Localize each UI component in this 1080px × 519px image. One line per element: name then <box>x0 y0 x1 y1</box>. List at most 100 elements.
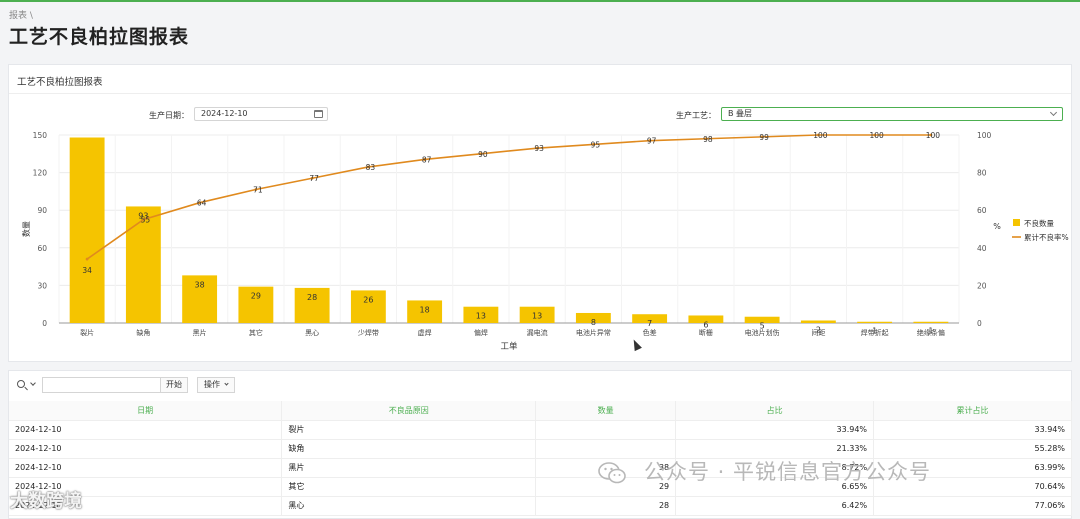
chevron-down-icon <box>1049 108 1058 117</box>
bar <box>857 321 893 323</box>
date-input[interactable]: 2024-12-10 <box>194 107 328 121</box>
bar <box>800 320 836 323</box>
cumulative-line <box>86 134 931 260</box>
bar <box>519 306 555 323</box>
table-row[interactable]: 2024-12-10 裂片 33.94% 33.94% <box>9 420 1072 440</box>
calendar-icon[interactable] <box>314 110 323 118</box>
col-header-ratio[interactable]: 占比 <box>675 401 875 421</box>
line-data-label: 93 <box>534 144 544 153</box>
legend-bar-swatch <box>1013 219 1020 226</box>
x-tick-label: 电池片异常 <box>576 328 611 337</box>
bar <box>238 286 274 323</box>
wechat-logo-icon <box>598 462 626 484</box>
x-tick-label: 裂片 <box>80 328 94 337</box>
table-row[interactable]: 2024-12-10 其它 29 6.65% 70.64% <box>9 477 1072 497</box>
cell-qty: 38 <box>535 458 677 478</box>
x-tick-label: 断栅 <box>699 328 713 337</box>
cell-date: 2024-12-10 <box>9 477 283 497</box>
bar <box>744 316 780 323</box>
bar-data-label: 7 <box>647 319 652 328</box>
divider <box>9 93 1071 94</box>
col-header-reason[interactable]: 不良品原因 <box>281 401 537 421</box>
x-tick-label: 色差 <box>643 328 657 337</box>
line-point <box>704 137 708 141</box>
bar <box>913 321 949 323</box>
bar-data-label: 13 <box>532 312 542 321</box>
bar <box>463 306 499 323</box>
cell-qty: 28 <box>535 496 677 516</box>
page-title: 工艺不良柏拉图报表 <box>9 26 190 48</box>
line-data-label: 100 <box>869 131 884 140</box>
table-row[interactable]: 2024-12-10 黑心 28 6.42% 77.06% <box>9 496 1072 516</box>
bar <box>350 290 386 323</box>
x-tick-label: 少焊带 <box>358 328 379 337</box>
start-button[interactable]: 开始 <box>160 377 188 393</box>
col-header-qty[interactable]: 数量 <box>535 401 677 421</box>
process-select[interactable]: B 叠层 <box>721 107 1063 121</box>
table-header-row: 日期 不良品原因 数量 占比 累计占比 <box>9 401 1072 421</box>
process-value: B 叠层 <box>728 109 753 118</box>
chart-card: 工艺不良柏拉图报表 生产日期： 2024-12-10 生产工艺： B 叠层 0 3… <box>8 64 1072 362</box>
x-tick-label: 焊带折起 <box>861 328 889 337</box>
table-row[interactable]: 2024-12-10 黑片 38 8.72% 63.99% <box>9 458 1072 478</box>
col-header-date[interactable]: 日期 <box>9 401 283 421</box>
x-tick-label: 缺角 <box>136 328 150 337</box>
bar <box>575 312 611 323</box>
line-point <box>873 133 877 137</box>
bar <box>69 137 105 323</box>
line-point <box>366 165 370 169</box>
cell-reason: 缺角 <box>281 439 537 459</box>
cell-ratio: 6.65% <box>675 477 875 497</box>
x-tick-label: 虚焊 <box>418 328 432 337</box>
line-data-label: 71 <box>253 186 263 195</box>
bar <box>407 300 443 323</box>
chart-card-title: 工艺不良柏拉图报表 <box>17 77 103 88</box>
bar-data-label: 5 <box>760 322 765 331</box>
bar-data-label: 13 <box>476 312 486 321</box>
bar-data-label: 26 <box>363 295 373 304</box>
line-point <box>535 146 539 150</box>
ops-button[interactable]: 操作 <box>197 377 235 393</box>
line-data-label: 98 <box>703 135 713 144</box>
cell-reason: 黑心 <box>281 496 537 516</box>
date-label: 生产日期： <box>149 111 189 120</box>
x-tick-label: 偏焊 <box>474 328 488 337</box>
line-point <box>310 176 314 180</box>
line-data-label: 100 <box>813 131 828 140</box>
breadcrumb[interactable]: 报表 \ <box>9 11 33 21</box>
pareto-chart: 0 30 60 90 120 150 0 20 40 60 80 100 数量 % 工单 裂片 93 缺角 38 黑片… <box>21 131 1069 352</box>
y-tick-label: 60 <box>37 244 47 253</box>
bar-data-label: 1 <box>928 327 933 336</box>
bar <box>632 314 668 323</box>
cell-qty <box>535 439 677 459</box>
cell-cum-ratio: 70.64% <box>873 477 1072 497</box>
cell-cum-ratio: 77.06% <box>873 496 1072 516</box>
line-data-label: 87 <box>422 155 432 164</box>
cell-cum-ratio: 63.99% <box>873 458 1072 478</box>
bar-data-label: 29 <box>251 292 261 301</box>
search-input[interactable] <box>42 377 161 393</box>
col-header-cum-ratio[interactable]: 累计占比 <box>873 401 1072 421</box>
y2-tick-label: 60 <box>977 206 987 215</box>
cell-ratio: 8.72% <box>675 458 875 478</box>
bar-data-label: 8 <box>591 318 596 327</box>
line-data-label: 55 <box>141 216 151 225</box>
data-table: 日期 不良品原因 数量 占比 累计占比 2024-12-10 裂片 33.94% 33… <box>9 401 1072 516</box>
bar <box>294 287 330 323</box>
line-data-label: 34 <box>82 266 92 275</box>
line-data-label: 97 <box>647 137 657 146</box>
cell-cum-ratio: 55.28% <box>873 439 1072 459</box>
search-toggle[interactable] <box>17 378 41 393</box>
top-accent-line <box>0 0 1080 2</box>
watermark-text: 公众号 · 平锐信息官方公众号 <box>644 460 932 484</box>
bar <box>125 206 161 323</box>
bar <box>688 315 724 323</box>
legend-item: 不良数量 <box>1024 218 1054 228</box>
table-row[interactable]: 2024-12-10 缺角 21.33% 55.28% <box>9 439 1072 459</box>
bar <box>182 275 218 323</box>
cell-ratio: 33.94% <box>675 420 875 440</box>
y2-tick-label: 40 <box>977 244 987 253</box>
line-data-label: 64 <box>197 199 207 208</box>
line-data-label: 83 <box>366 163 376 172</box>
x-tick-label: 黑片 <box>193 328 207 337</box>
